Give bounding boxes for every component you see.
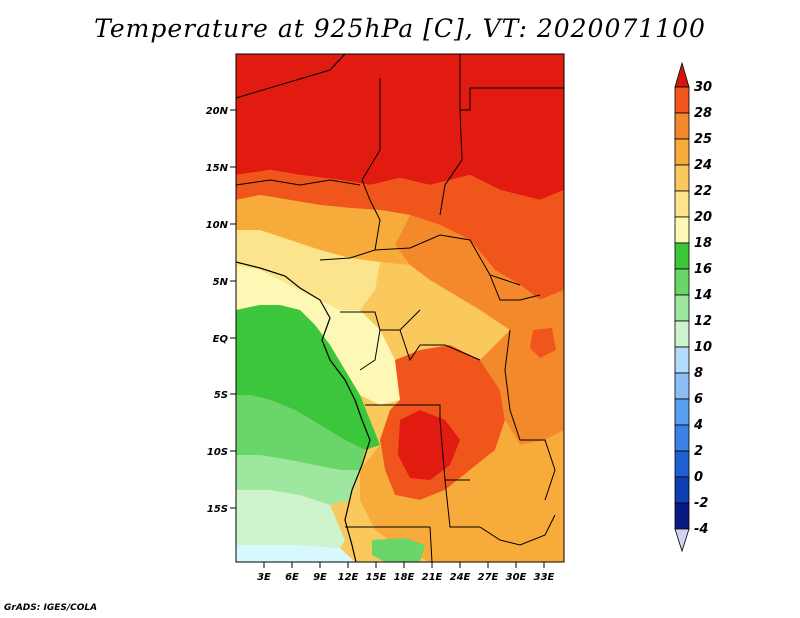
colorbar-swatch [674,372,690,400]
lat-label: EQ [213,334,229,345]
region-verypale-ocean [236,490,345,548]
colorbar-bottom-triangle [674,528,690,553]
lat-axis: 20N 15N 10N 5N EQ 5S 10S 15S [206,106,236,515]
colorbar-label: 8 [694,366,703,381]
region-amber-southeast [470,420,564,562]
chart-title: Temperature at 925hPa [C], VT: 202007110… [94,14,706,43]
region-hot-north [236,54,564,200]
region-warm-band [236,170,564,300]
colorbar-label: 24 [694,158,712,173]
lon-label: 9E [313,572,327,583]
colorbar-label: -4 [694,522,708,537]
lon-label: 15E [366,572,387,583]
region-lightgreen-ocean [236,395,365,470]
lat-label: 15N [206,163,229,174]
lon-axis: 3E 6E 9E 12E 15E 18E 21E 24E 27E 30E 33E [257,562,555,583]
colorbar-swatch [674,476,690,504]
lon-label: 6E [285,572,299,583]
lat-label: 10N [206,220,229,231]
footer-credit: GrADS: IGES/COLA [4,603,98,613]
colorbar-label: 0 [694,470,703,485]
colorbar-label: 6 [694,392,703,407]
colorbar-swatch [674,268,690,296]
region-amber-south [360,445,530,562]
lon-label: 27E [478,572,499,583]
colorbar-swatch [674,398,690,426]
colorbar-swatch [674,346,690,374]
colorbar-label: 16 [694,262,712,277]
colorbar-label: -2 [694,496,708,511]
colorbar-label: 12 [694,314,712,329]
colorbar-swatch [674,216,690,244]
region-green-south-patch [372,538,425,562]
lake-victoria [530,328,556,358]
region-orange-southeast [480,330,564,445]
region-orange-east [395,215,564,345]
colorbar-swatch [674,450,690,478]
region-amber-west [236,195,410,265]
region-lightamber-coast [236,230,380,310]
colorbar-swatch [674,320,690,348]
lon-label: 3E [257,572,271,583]
region-hot-south [398,410,460,480]
colorbar-swatch [674,294,690,322]
region-pale-coast [236,265,400,405]
region-green-ocean [236,305,380,450]
colorbar-label: 18 [694,236,712,251]
lat-label: 15S [207,504,228,515]
colorbar-swatch [674,424,690,452]
lon-label: 18E [394,572,415,583]
colorbar-swatch [674,164,690,192]
coastline [235,261,371,563]
colorbar-swatch [674,190,690,218]
colorbar-swatch [674,112,690,140]
lon-label: 24E [450,572,471,583]
lat-label: 5N [213,277,229,288]
colorbar-swatch [674,502,690,530]
lat-label: 20N [206,106,229,117]
colorbar-swatch [674,242,690,270]
region-palegreen-ocean [236,455,360,505]
lat-label: 10S [207,447,228,458]
lon-label: 12E [338,572,359,583]
map-frame [235,53,565,563]
colorbar-label: 20 [694,210,712,225]
colorbar-label: 30 [694,80,712,95]
lon-label: 30E [506,572,527,583]
lat-label: 5S [214,390,228,401]
colorbar-label: 25 [694,132,712,147]
colorbar-label: 2 [694,444,703,459]
colorbar-label: 28 [694,106,712,121]
colorbar-swatch [674,138,690,166]
colorbar-label: 22 [694,184,712,199]
lon-label: 21E [422,572,443,583]
region-ocean-cold [236,545,355,562]
colorbar-label: 14 [694,288,712,303]
colorbar-top-triangle [674,61,690,88]
colorbar-swatch [674,86,690,114]
colorbar-label: 4 [693,418,703,433]
map-area [235,53,565,563]
colorbar-label: 10 [694,340,712,355]
country-borders [235,53,564,563]
lon-label: 33E [534,572,555,583]
